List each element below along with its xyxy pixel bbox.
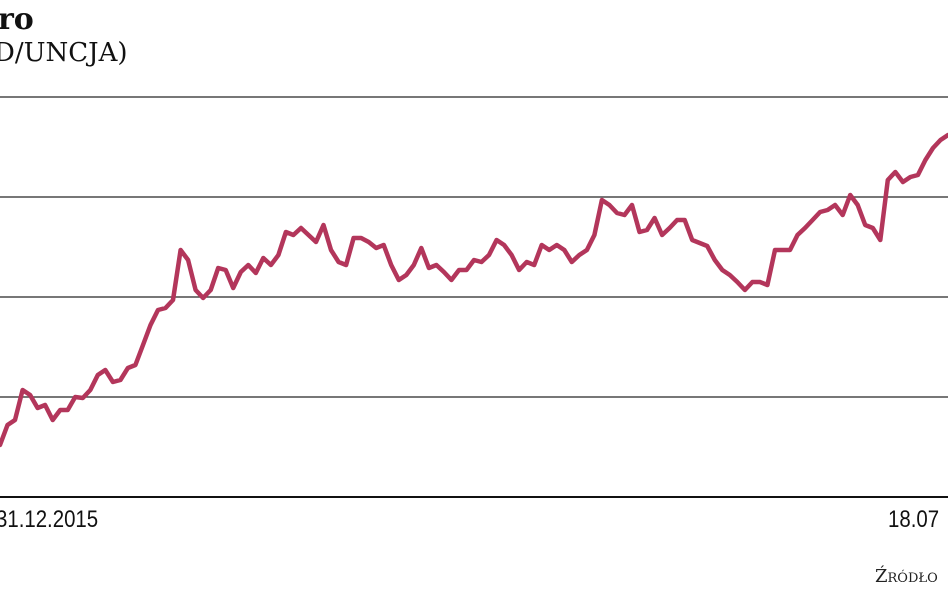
unit-label: D/UNCJA): [0, 38, 128, 68]
x-tick-label-end: 18.07: [888, 506, 940, 533]
source-label: Źródło: [875, 566, 938, 587]
chart-title: ro: [0, 2, 34, 37]
series-line: [0, 132, 948, 448]
x-tick-label-start: 31.12.2015: [0, 506, 99, 533]
